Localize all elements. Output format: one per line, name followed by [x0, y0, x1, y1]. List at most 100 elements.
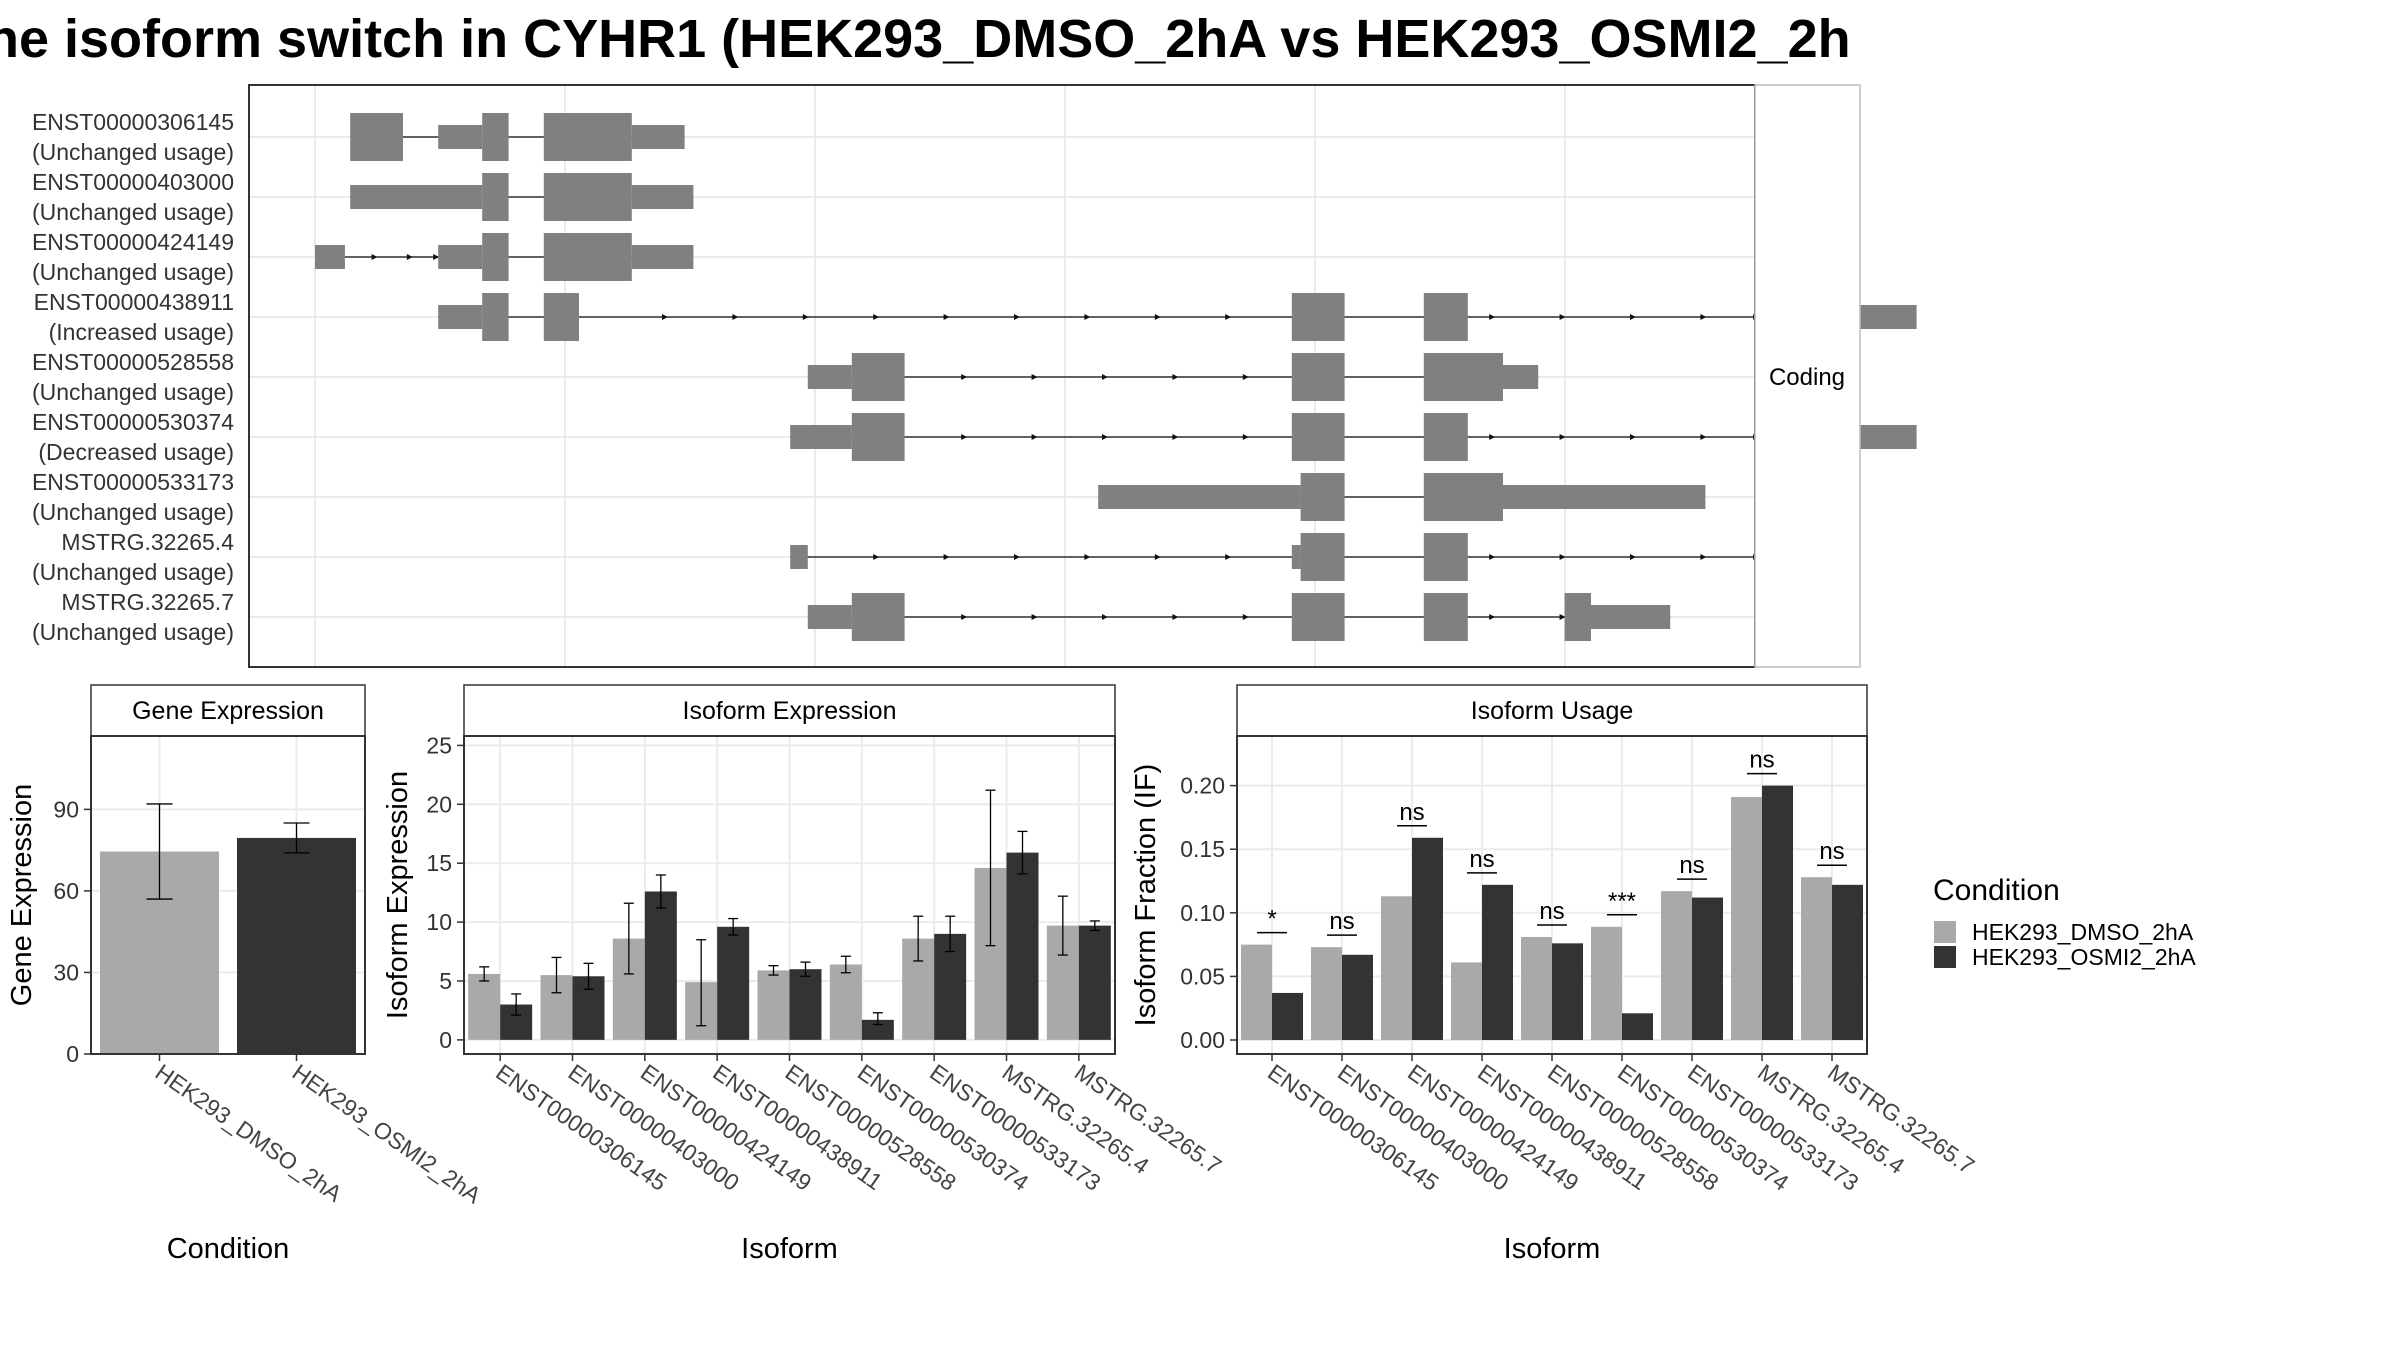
transcript-usage-label: (Unchanged usage)	[32, 199, 234, 225]
significance-label: *	[1267, 906, 1276, 933]
page-title: ne isoform switch in CYHR1 (HEK293_DMSO_…	[0, 9, 1851, 69]
strand-arrow	[1172, 374, 1179, 380]
y-axis-title: Isoform Fraction (IF)	[1130, 764, 1162, 1027]
transcript-id-label: ENST00000533173	[32, 469, 234, 495]
strand-arrow	[1630, 554, 1636, 560]
y-tick-label: 0	[439, 1027, 452, 1053]
bar-dmso	[1241, 944, 1272, 1041]
strand-arrow	[1559, 554, 1566, 560]
transcript-usage-label: (Decreased usage)	[38, 439, 234, 465]
strand-arrow	[873, 314, 880, 320]
coding-exon	[482, 293, 509, 341]
bar-dmso	[1451, 962, 1482, 1041]
transcript-id-label: ENST00000424149	[32, 229, 234, 255]
y-tick-label: 20	[426, 791, 452, 817]
transcript-usage-label: (Unchanged usage)	[32, 619, 234, 645]
transcript-id-label: ENST00000528558	[32, 349, 234, 375]
strand-arrow	[1489, 434, 1496, 440]
panel-strip-title: Isoform Usage	[1471, 697, 1634, 725]
significance-label: ***	[1608, 888, 1636, 915]
coding-exon	[482, 173, 509, 221]
transcript-id-label: ENST00000403000	[32, 169, 234, 195]
coding-exon	[543, 233, 632, 281]
y-tick-label: 0.15	[1180, 836, 1225, 862]
strand-arrow	[1242, 434, 1249, 440]
strand-arrow	[1014, 314, 1020, 320]
strand-arrow	[1489, 554, 1496, 560]
utr-exon	[438, 305, 483, 329]
bar-dmso	[829, 964, 862, 1040]
utr-exon	[315, 245, 345, 269]
coding-exon	[1423, 293, 1468, 341]
bar-osmi2	[1552, 943, 1583, 1041]
panel-strip	[1236, 684, 1868, 737]
coding-exon	[1423, 353, 1503, 401]
strip-box	[1754, 84, 1861, 668]
transcript-usage-label: (Unchanged usage)	[32, 379, 234, 405]
significance-label: ns	[1539, 898, 1564, 925]
strand-arrow	[1489, 314, 1496, 320]
utr-exon	[631, 245, 694, 269]
coding-exon	[1291, 293, 1345, 341]
isoform-usage-panel: Isoform Usage 0.00 0.05 0.10 0.15 0.20 * ns ns ns…	[1130, 684, 1979, 1265]
legend-title: Condition	[1933, 874, 2060, 907]
strand-arrow	[1084, 554, 1091, 560]
utr-exon	[350, 185, 483, 209]
strand-arrow	[1102, 374, 1108, 380]
y-tick-label: 0.00	[1180, 1027, 1225, 1053]
strand-arrow	[1559, 434, 1566, 440]
coding-exon	[1423, 473, 1503, 521]
x-axis-title: Isoform	[1504, 1233, 1601, 1265]
utr-exon	[1098, 485, 1301, 509]
coding-exon	[482, 233, 509, 281]
strand-arrow	[1031, 374, 1038, 380]
transcript-id-label: MSTRG.32265.7	[61, 589, 234, 615]
coding-exon	[482, 113, 509, 161]
strand-arrow	[1225, 554, 1232, 560]
bar-osmi2	[789, 969, 822, 1040]
coding-exon	[851, 593, 905, 641]
legend-entry-label: HEK293_DMSO_2hA	[1972, 919, 2194, 945]
utr-exon	[790, 425, 852, 449]
bar-osmi2	[1078, 925, 1111, 1040]
x-axis-title: Condition	[167, 1233, 290, 1265]
strand-arrow	[1031, 614, 1038, 620]
strand-arrow	[961, 374, 968, 380]
bar-osmi2	[644, 891, 677, 1040]
bar-osmi2	[1412, 837, 1443, 1041]
x-axis-title: Isoform	[741, 1233, 838, 1265]
bar-osmi2	[1272, 992, 1303, 1041]
strand-arrow	[1031, 434, 1038, 440]
bar-osmi2	[1762, 785, 1793, 1041]
transcript-usage-label: (Unchanged usage)	[32, 139, 234, 165]
y-tick-label: 0.10	[1180, 900, 1225, 926]
transcript-usage-label: (Unchanged usage)	[32, 259, 234, 285]
strand-arrow	[873, 554, 880, 560]
strand-arrow	[961, 614, 968, 620]
panel-border	[90, 735, 366, 1055]
strand-arrow	[662, 314, 668, 320]
strand-arrow	[433, 254, 440, 260]
legend-swatch-osmi2	[1934, 946, 1956, 968]
significance-label: ns	[1399, 799, 1424, 826]
bar-osmi2	[717, 926, 750, 1040]
bar-dmso	[1591, 926, 1622, 1041]
coding-exon	[1300, 473, 1345, 521]
bar-condition	[237, 837, 356, 1054]
strand-arrow	[1084, 314, 1091, 320]
strand-arrow	[1559, 314, 1566, 320]
y-tick-label: 10	[426, 909, 452, 935]
bar-dmso	[1661, 891, 1692, 1041]
utr-exon	[1503, 485, 1706, 509]
y-tick-label: 0.05	[1180, 963, 1225, 989]
coding-exon	[350, 113, 403, 161]
coding-exon	[1300, 533, 1345, 581]
transcript-id-label: ENST00000530374	[32, 409, 234, 435]
transcript-id-label: ENST00000438911	[34, 289, 234, 315]
strand-arrow	[1630, 434, 1636, 440]
transcript-usage-label: (Unchanged usage)	[32, 499, 234, 525]
legend-entry-label: HEK293_OSMI2_2hA	[1972, 944, 2196, 970]
utr-exon	[1291, 545, 1301, 569]
